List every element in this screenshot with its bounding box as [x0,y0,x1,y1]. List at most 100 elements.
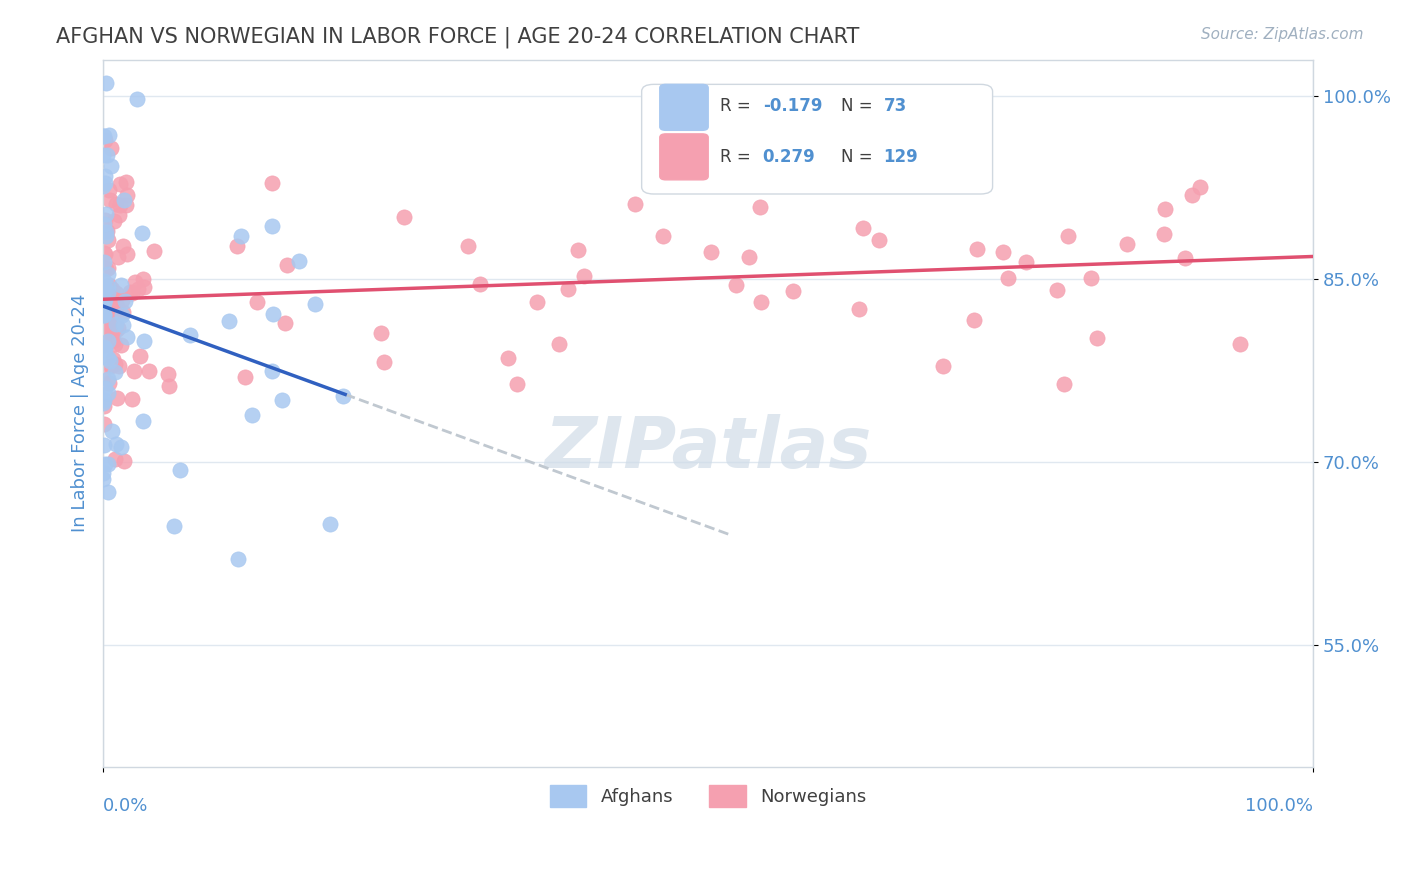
Legend: Afghans, Norwegians: Afghans, Norwegians [543,778,873,814]
Point [240,408,263,422]
Point [104,306,127,320]
Point [93,417,115,431]
Point [129,349,152,363]
Point [738,250,761,264]
Point [142,244,165,258]
Point [93,308,115,322]
Point [93,212,115,227]
Point [498,351,520,366]
Point [94,224,117,238]
Point [233,370,256,384]
Point [1057,228,1080,243]
Point [107,391,129,405]
Point [506,377,529,392]
Point [94,289,117,303]
Point [104,357,127,371]
Point [318,517,340,532]
Point [97,334,120,348]
Point [97,260,120,275]
Point [91,396,114,410]
Point [97,268,120,282]
FancyBboxPatch shape [641,85,993,194]
Point [97,457,120,471]
Point [93,392,115,407]
Point [98,322,121,336]
Point [94,292,117,306]
Point [104,451,127,466]
Point [96,261,118,276]
Point [725,278,748,293]
Text: N =: N = [841,148,879,166]
Point [1174,251,1197,265]
Text: 100.0%: 100.0% [1246,797,1313,815]
Point [93,179,115,194]
Point [93,380,115,394]
Point [105,196,128,211]
Point [652,229,675,244]
Point [548,337,571,351]
Point [97,278,120,293]
Point [93,308,115,322]
Point [1053,376,1076,391]
Point [98,354,121,368]
Point [93,306,115,320]
Point [370,326,392,341]
Point [260,176,283,190]
Point [120,285,142,299]
Text: N =: N = [841,96,879,114]
Point [1153,227,1175,241]
Point [132,414,155,428]
Point [121,285,143,300]
Point [104,317,127,331]
Point [93,255,115,269]
Point [91,466,114,480]
Point [782,284,804,298]
Point [125,92,148,106]
Text: AFGHAN VS NORWEGIAN IN LABOR FORCE | AGE 20-24 CORRELATION CHART: AFGHAN VS NORWEGIAN IN LABOR FORCE | AGE… [56,27,859,48]
Point [112,239,135,253]
Point [104,365,127,379]
Point [100,359,122,373]
Point [96,293,118,308]
Point [127,282,149,296]
Point [94,338,117,352]
Point [91,279,114,293]
Point [93,292,115,306]
Point [93,274,115,288]
Point [117,187,139,202]
Point [101,425,124,439]
Point [104,286,127,301]
FancyBboxPatch shape [659,85,709,130]
Point [842,155,865,169]
Point [1229,337,1251,351]
Point [526,295,548,310]
Point [93,176,115,190]
Point [138,364,160,378]
Point [179,327,201,342]
Point [332,389,354,403]
Point [96,148,118,162]
Point [91,147,114,161]
Text: 0.0%: 0.0% [103,797,149,815]
Point [1080,270,1102,285]
Point [932,359,955,373]
Point [98,183,121,197]
Point [103,307,125,321]
Point [98,193,121,207]
Point [226,239,249,253]
Point [110,338,132,352]
Point [93,296,115,310]
Point [966,242,988,256]
Point [304,296,326,310]
Point [97,128,120,142]
Point [1015,255,1038,269]
Point [94,311,117,326]
Point [246,295,269,310]
Point [115,329,138,343]
Point [97,304,120,318]
Point [93,260,115,275]
Point [157,379,180,393]
Point [105,437,128,451]
Point [96,292,118,306]
Point [1046,284,1069,298]
